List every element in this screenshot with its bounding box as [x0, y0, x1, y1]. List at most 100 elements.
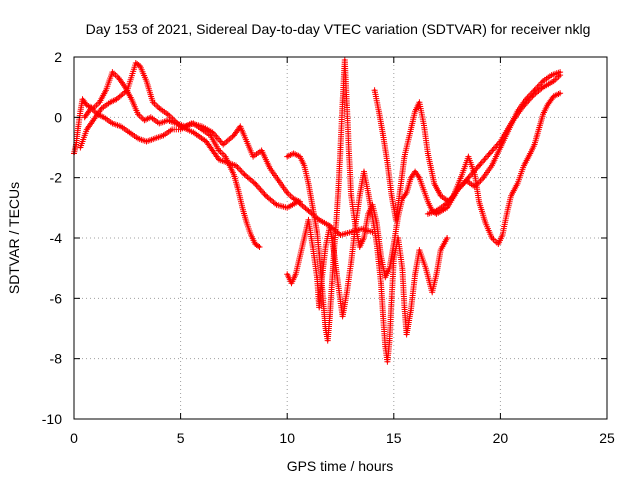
- data-point: [89, 107, 93, 110]
- data-point: [260, 149, 263, 152]
- data-point: [341, 315, 344, 318]
- y-axis-label: SDTVAR / TECUs: [6, 182, 22, 294]
- data-point: [490, 164, 494, 167]
- data-point: [409, 309, 413, 312]
- data-point: [360, 227, 363, 231]
- data-point: [209, 134, 212, 137]
- data-series: [424, 90, 564, 247]
- data-point: [241, 206, 244, 209]
- data-point: [222, 143, 225, 146]
- data-point: [422, 188, 425, 191]
- data-point: [79, 146, 82, 149]
- data-point: [422, 122, 425, 125]
- data-point: [541, 86, 545, 89]
- data-point: [211, 131, 214, 134]
- data-point: [424, 267, 427, 270]
- data-point: [409, 128, 413, 131]
- data-point: [524, 98, 528, 101]
- data-point: [77, 125, 80, 128]
- data-point: [467, 176, 470, 179]
- data-series: [77, 60, 376, 238]
- data-point: [341, 101, 344, 104]
- data-point: [153, 137, 157, 140]
- data-point: [239, 125, 242, 128]
- data-point: [232, 134, 236, 137]
- data-point: [558, 73, 562, 77]
- data-point: [311, 245, 314, 249]
- series-layer: [71, 57, 564, 365]
- data-point: [151, 101, 155, 104]
- data-point: [505, 212, 508, 216]
- data-point: [386, 161, 389, 164]
- data-point: [488, 152, 491, 155]
- data-point: [358, 245, 361, 249]
- data-point: [445, 236, 449, 240]
- data-point: [145, 140, 148, 143]
- data-point: [100, 107, 103, 110]
- data-point: [92, 119, 95, 122]
- data-point: [277, 179, 280, 182]
- data-point: [328, 224, 331, 228]
- x-tick-label: 25: [599, 430, 615, 446]
- data-point: [83, 116, 86, 119]
- ticks: 0 5 10 15 20 25 -10 -8 -6 -4 -2 0 2: [42, 49, 615, 446]
- data-point: [264, 194, 268, 197]
- data-point: [388, 267, 391, 270]
- data-point: [136, 137, 140, 140]
- data-point: [134, 61, 137, 65]
- chart-title: Day 153 of 2021, Sidereal Day-to-day VTE…: [86, 21, 591, 37]
- data-point: [328, 315, 331, 318]
- data-point: [418, 101, 421, 104]
- data-point: [537, 128, 540, 131]
- x-tick-label: 10: [279, 430, 295, 446]
- data-point: [435, 209, 438, 212]
- y-tick-label: -8: [50, 351, 63, 367]
- data-point: [413, 273, 417, 276]
- data-point: [367, 191, 370, 194]
- data-point: [166, 113, 169, 116]
- data-point: [392, 257, 395, 261]
- data-point: [245, 221, 248, 225]
- data-point: [358, 194, 361, 197]
- data-point: [362, 236, 366, 240]
- data-point: [390, 194, 393, 197]
- data-point: [384, 345, 387, 348]
- data-point: [311, 206, 314, 209]
- data-point: [298, 254, 302, 258]
- data-point: [318, 218, 321, 222]
- data-point: [330, 282, 334, 285]
- data-point: [332, 251, 336, 255]
- data-point: [286, 155, 289, 158]
- data-point: [79, 110, 82, 113]
- data-point: [399, 188, 402, 191]
- data-point: [115, 98, 118, 101]
- data-point: [320, 282, 323, 285]
- data-point: [552, 79, 555, 83]
- data-point: [286, 191, 289, 194]
- y-tick-label: -2: [50, 170, 63, 186]
- data-point: [85, 128, 89, 131]
- x-tick-label: 20: [493, 430, 509, 446]
- data-point: [443, 203, 447, 206]
- data-point: [298, 155, 302, 158]
- data-point: [232, 173, 236, 176]
- data-point: [409, 176, 413, 179]
- data-point: [254, 182, 257, 185]
- data-point: [467, 155, 470, 158]
- data-point: [541, 79, 545, 83]
- data-point: [200, 125, 204, 128]
- y-tick-label: -4: [50, 230, 63, 246]
- data-point: [381, 315, 385, 318]
- data-point: [158, 107, 161, 110]
- data-point: [249, 233, 253, 237]
- data-point: [326, 339, 329, 342]
- data-point: [401, 267, 404, 270]
- data-point: [143, 119, 146, 122]
- series-markers: [81, 105, 303, 205]
- data-point: [243, 173, 246, 176]
- data-point: [81, 98, 84, 101]
- data-point: [529, 152, 532, 155]
- data-point: [550, 73, 553, 77]
- data-point: [254, 242, 257, 246]
- data-point: [418, 176, 421, 179]
